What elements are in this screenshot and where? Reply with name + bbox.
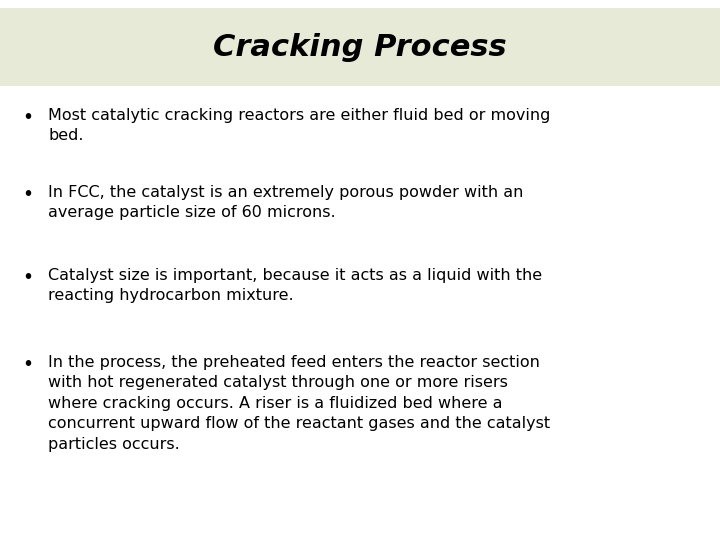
Text: Catalyst size is important, because it acts as a liquid with the
reacting hydroc: Catalyst size is important, because it a… xyxy=(48,268,542,303)
Text: In FCC, the catalyst is an extremely porous powder with an
average particle size: In FCC, the catalyst is an extremely por… xyxy=(48,185,523,220)
Bar xyxy=(0,8,720,86)
Text: •: • xyxy=(22,185,34,204)
Text: In the process, the preheated feed enters the reactor section
with hot regenerat: In the process, the preheated feed enter… xyxy=(48,355,550,451)
Text: •: • xyxy=(22,108,34,127)
Text: Cracking Process: Cracking Process xyxy=(213,32,507,62)
Text: Most catalytic cracking reactors are either fluid bed or moving
bed.: Most catalytic cracking reactors are eit… xyxy=(48,108,550,144)
Text: •: • xyxy=(22,355,34,374)
Text: •: • xyxy=(22,268,34,287)
